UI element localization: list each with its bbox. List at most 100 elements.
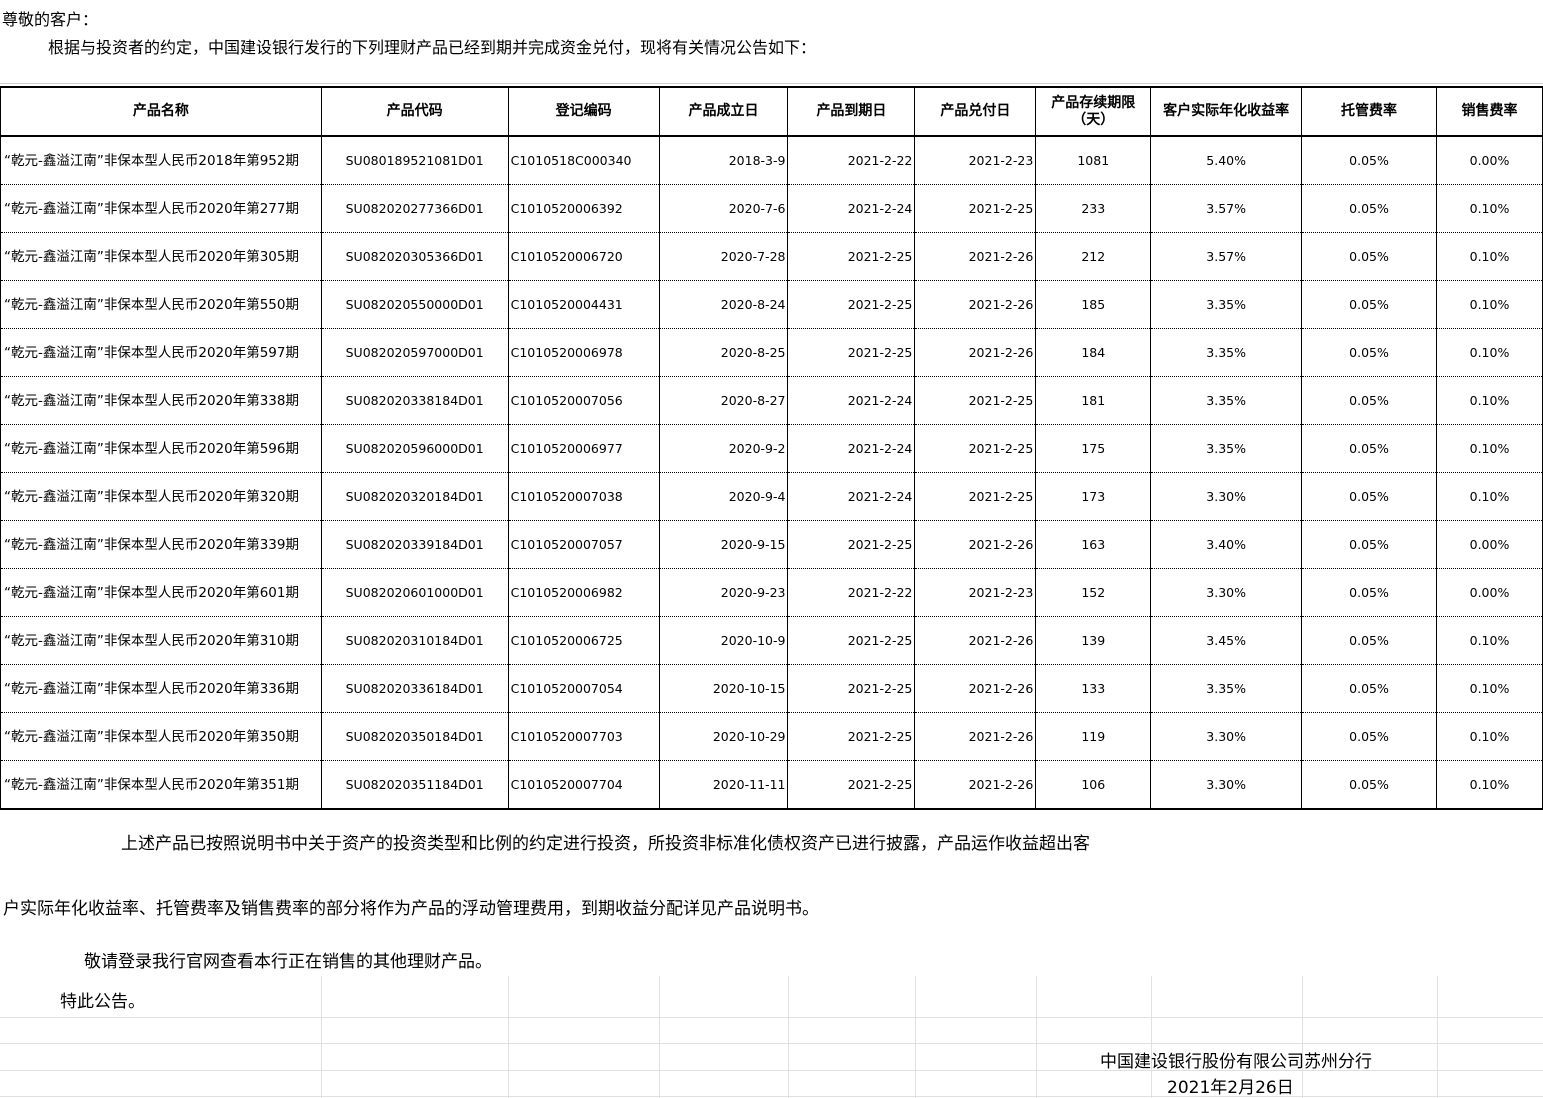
table-cell: 0.05% (1301, 376, 1437, 425)
table-cell: 3.40% (1150, 520, 1303, 569)
table-cell: 2020-11-11 (658, 760, 789, 810)
divider (0, 83, 1543, 84)
table-row: “乾元-鑫溢江南”非保本型人民币2020年第305期 SU082020305366… (0, 232, 1543, 281)
table-cell: 175 (1035, 424, 1152, 473)
table-cell: 2020-9-23 (658, 568, 789, 617)
gridline (0, 1017, 1543, 1018)
table-cell: “乾元-鑫溢江南”非保本型人民币2020年第597期 (0, 328, 322, 377)
table-cell: 2021-2-25 (787, 328, 916, 377)
table-cell: C1010520006978 (507, 328, 660, 377)
column-header: 产品成立日 (658, 86, 789, 137)
column-header: 登记编码 (507, 86, 660, 137)
table-cell: C1010520007704 (507, 760, 660, 810)
table-cell: 119 (1035, 712, 1152, 761)
table-row: “乾元-鑫溢江南”非保本型人民币2020年第320期 SU082020320184… (0, 472, 1543, 521)
paragraph-2: 敬请登录我行官网查看本行正在销售的其他理财产品。 (84, 952, 492, 972)
table-cell: 2020-7-28 (658, 232, 789, 281)
table-header-row: 产品名称 产品代码 登记编码 产品成立日 产品到期日 产品兑付日 产品存续期限（天） 客户实际… (0, 86, 1543, 137)
table-cell: SU082020339184D01 (320, 520, 509, 569)
table-cell: 184 (1035, 328, 1152, 377)
table-row: “乾元-鑫溢江南”非保本型人民币2020年第550期 SU082020550000… (0, 280, 1543, 329)
table-cell: 0.05% (1301, 760, 1437, 810)
table-cell: 0.00% (1435, 568, 1543, 617)
table-cell: 2021-2-24 (787, 376, 916, 425)
table-cell: 0.05% (1301, 520, 1437, 569)
table-cell: 2021-2-26 (914, 520, 1037, 569)
table-cell: SU082020596000D01 (320, 424, 509, 473)
table-cell: 0.05% (1301, 280, 1437, 329)
intro-text: 根据与投资者的约定，中国建设银行发行的下列理财产品已经到期并完成资金兑付，现将有… (48, 38, 817, 57)
table-cell: 0.05% (1301, 328, 1437, 377)
table-row: “乾元-鑫溢江南”非保本型人民币2020年第597期 SU082020597000… (0, 328, 1543, 377)
table-cell: SU082020351184D01 (320, 760, 509, 810)
gridline (0, 1043, 1543, 1044)
table-cell: 0.10% (1435, 616, 1543, 665)
table-cell: SU082020550000D01 (320, 280, 509, 329)
signature: 中国建设银行股份有限公司苏州分行 (1100, 1052, 1372, 1072)
table-row: “乾元-鑫溢江南”非保本型人民币2020年第351期 SU082020351184… (0, 760, 1543, 810)
product-table: 产品名称 产品代码 登记编码 产品成立日 产品到期日 产品兑付日 产品存续期限（天） 客户实际… (0, 86, 1543, 810)
gridline (659, 976, 660, 1098)
paragraph-1-line-1: 上述产品已按照说明书中关于资产的投资类型和比例的约定进行投资，所投资非标准化债权… (121, 834, 1090, 854)
gridline (0, 1070, 1543, 1071)
table-cell: 2021-2-25 (787, 520, 916, 569)
table-cell: 0.10% (1435, 712, 1543, 761)
table-cell: C1010520007054 (507, 664, 660, 713)
gridline (1437, 976, 1438, 1098)
table-cell: 2021-2-26 (914, 616, 1037, 665)
table-cell: 3.35% (1150, 280, 1303, 329)
table-cell: 2020-9-2 (658, 424, 789, 473)
table-cell: 0.05% (1301, 616, 1437, 665)
closing: 特此公告。 (60, 992, 145, 1012)
column-header: 产品名称 (0, 86, 322, 137)
table-cell: 0.05% (1301, 232, 1437, 281)
table-cell: 2021-2-22 (787, 568, 916, 617)
table-cell: 0.00% (1435, 520, 1543, 569)
table-cell: 0.05% (1301, 568, 1437, 617)
table-cell: 139 (1035, 616, 1152, 665)
table-row: “乾元-鑫溢江南”非保本型人民币2020年第596期 SU082020596000… (0, 424, 1543, 473)
table-cell: 152 (1035, 568, 1152, 617)
table-cell: C1010520007038 (507, 472, 660, 521)
table-cell: 3.35% (1150, 424, 1303, 473)
column-header: 托管费率 (1301, 86, 1437, 137)
column-header: 销售费率 (1435, 86, 1543, 137)
table-cell: 2021-2-25 (787, 616, 916, 665)
date: 2021年2月26日 (1167, 1078, 1294, 1098)
column-header: 产品到期日 (787, 86, 916, 137)
table-cell: 2021-2-25 (787, 712, 916, 761)
table-cell: “乾元-鑫溢江南”非保本型人民币2020年第601期 (0, 568, 322, 617)
table-cell: 2021-2-23 (914, 568, 1037, 617)
paragraph-1-line-2: 户实际年化收益率、托管费率及销售费率的部分将作为产品的浮动管理费用，到期收益分配… (3, 899, 819, 919)
table-cell: C1010520006720 (507, 232, 660, 281)
table-cell: 0.00% (1435, 136, 1543, 185)
table-cell: SU082020336184D01 (320, 664, 509, 713)
table-row: “乾元-鑫溢江南”非保本型人民币2020年第339期 SU082020339184… (0, 520, 1543, 569)
table-cell: 3.45% (1150, 616, 1303, 665)
column-header: 客户实际年化收益率 (1150, 86, 1303, 137)
table-cell: C1010520007703 (507, 712, 660, 761)
table-cell: 2021-2-23 (914, 136, 1037, 185)
table-cell: 0.05% (1301, 664, 1437, 713)
table-cell: 1081 (1035, 136, 1152, 185)
table-cell: 2021-2-25 (787, 760, 916, 810)
table-cell: 2021-2-25 (787, 280, 916, 329)
table-cell: “乾元-鑫溢江南”非保本型人民币2020年第550期 (0, 280, 322, 329)
table-cell: 2021-2-25 (914, 184, 1037, 233)
table-cell: 3.30% (1150, 712, 1303, 761)
gridline (1036, 976, 1037, 1098)
table-cell: 212 (1035, 232, 1152, 281)
gridline (915, 976, 916, 1098)
table-cell: 0.10% (1435, 664, 1543, 713)
table-cell: 0.05% (1301, 472, 1437, 521)
table-row: “乾元-鑫溢江南”非保本型人民币2020年第310期 SU082020310184… (0, 616, 1543, 665)
table-cell: 2020-10-15 (658, 664, 789, 713)
table-cell: SU080189521081D01 (320, 136, 509, 185)
table-cell: “乾元-鑫溢江南”非保本型人民币2020年第310期 (0, 616, 322, 665)
table-cell: C1010520006977 (507, 424, 660, 473)
column-header: 产品存续期限（天） (1035, 86, 1152, 137)
table-cell: 2021-2-26 (914, 280, 1037, 329)
gridline (508, 976, 509, 1098)
table-cell: 163 (1035, 520, 1152, 569)
table-cell: 2021-2-24 (787, 184, 916, 233)
